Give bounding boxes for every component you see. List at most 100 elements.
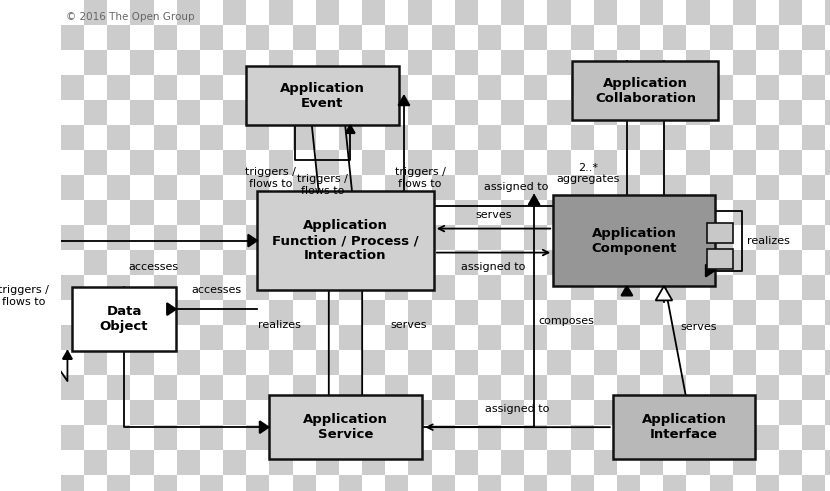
- Bar: [825, 275, 830, 300]
- Bar: [663, 100, 686, 125]
- Bar: [455, 425, 478, 450]
- Bar: [107, 0, 130, 25]
- Bar: [270, 250, 292, 275]
- Bar: [617, 100, 640, 125]
- Bar: [432, 475, 455, 491]
- Text: assigned to: assigned to: [485, 182, 549, 192]
- Bar: [84, 50, 107, 75]
- Bar: [570, 250, 593, 275]
- Bar: [154, 375, 177, 400]
- Bar: [292, 375, 315, 400]
- Bar: [501, 325, 525, 350]
- Bar: [432, 125, 455, 150]
- Bar: [247, 475, 270, 491]
- Text: accesses: accesses: [192, 285, 242, 295]
- Bar: [733, 375, 756, 400]
- FancyBboxPatch shape: [246, 66, 399, 125]
- Bar: [130, 200, 154, 225]
- Bar: [686, 25, 710, 50]
- Bar: [247, 150, 270, 175]
- Bar: [686, 175, 710, 200]
- Bar: [570, 425, 593, 450]
- Bar: [61, 125, 84, 150]
- Bar: [247, 225, 270, 250]
- Bar: [292, 350, 315, 375]
- Bar: [339, 25, 362, 50]
- Bar: [825, 225, 830, 250]
- Bar: [525, 50, 548, 75]
- Bar: [640, 250, 663, 275]
- Bar: [177, 450, 200, 475]
- Bar: [339, 350, 362, 375]
- Bar: [640, 325, 663, 350]
- Bar: [570, 125, 593, 150]
- Bar: [408, 375, 432, 400]
- Bar: [200, 250, 223, 275]
- Text: assigned to: assigned to: [486, 404, 549, 414]
- Bar: [130, 225, 154, 250]
- Bar: [270, 175, 292, 200]
- Bar: [408, 250, 432, 275]
- Bar: [408, 0, 432, 25]
- Bar: [455, 275, 478, 300]
- Bar: [130, 475, 154, 491]
- Bar: [107, 150, 130, 175]
- Bar: [825, 100, 830, 125]
- Bar: [362, 350, 385, 375]
- Bar: [455, 300, 478, 325]
- Bar: [501, 250, 525, 275]
- Bar: [177, 0, 200, 25]
- Bar: [663, 375, 686, 400]
- Bar: [61, 275, 84, 300]
- Bar: [385, 25, 408, 50]
- Bar: [408, 325, 432, 350]
- Bar: [315, 175, 339, 200]
- Bar: [779, 125, 803, 150]
- Bar: [223, 425, 247, 450]
- Bar: [339, 450, 362, 475]
- Bar: [570, 325, 593, 350]
- Bar: [733, 250, 756, 275]
- Bar: [315, 225, 339, 250]
- Bar: [154, 200, 177, 225]
- Bar: [593, 50, 617, 75]
- Bar: [501, 425, 525, 450]
- Bar: [733, 125, 756, 150]
- Bar: [200, 350, 223, 375]
- Bar: [339, 125, 362, 150]
- Bar: [223, 125, 247, 150]
- Bar: [779, 200, 803, 225]
- Bar: [478, 475, 501, 491]
- Bar: [247, 50, 270, 75]
- Bar: [710, 125, 733, 150]
- Bar: [292, 100, 315, 125]
- Bar: [756, 175, 779, 200]
- Bar: [61, 325, 84, 350]
- Bar: [478, 325, 501, 350]
- Bar: [686, 425, 710, 450]
- Bar: [130, 375, 154, 400]
- Bar: [478, 375, 501, 400]
- Bar: [478, 225, 501, 250]
- Bar: [779, 350, 803, 375]
- Bar: [292, 425, 315, 450]
- Bar: [200, 200, 223, 225]
- Bar: [501, 150, 525, 175]
- Bar: [107, 175, 130, 200]
- Bar: [315, 375, 339, 400]
- Bar: [803, 325, 825, 350]
- Bar: [617, 200, 640, 225]
- Bar: [570, 300, 593, 325]
- Bar: [61, 450, 84, 475]
- Bar: [107, 375, 130, 400]
- Bar: [84, 225, 107, 250]
- Bar: [61, 25, 84, 50]
- Bar: [247, 200, 270, 225]
- Bar: [315, 275, 339, 300]
- Bar: [432, 325, 455, 350]
- Bar: [154, 100, 177, 125]
- Bar: [130, 275, 154, 300]
- Text: Data
Object: Data Object: [100, 305, 149, 333]
- Bar: [362, 175, 385, 200]
- Bar: [803, 375, 825, 400]
